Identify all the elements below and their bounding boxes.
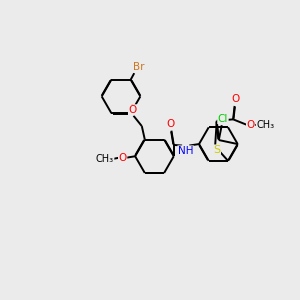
Text: O: O <box>167 119 175 129</box>
Text: Br: Br <box>133 62 144 72</box>
Text: CH₃: CH₃ <box>96 154 114 164</box>
Text: CH₃: CH₃ <box>256 120 274 130</box>
Text: O: O <box>118 153 127 163</box>
Text: S: S <box>213 145 220 155</box>
Text: O: O <box>128 105 137 115</box>
Text: Cl: Cl <box>218 114 228 124</box>
Text: O: O <box>231 94 239 104</box>
Text: O: O <box>247 120 255 130</box>
Text: NH: NH <box>178 146 194 156</box>
